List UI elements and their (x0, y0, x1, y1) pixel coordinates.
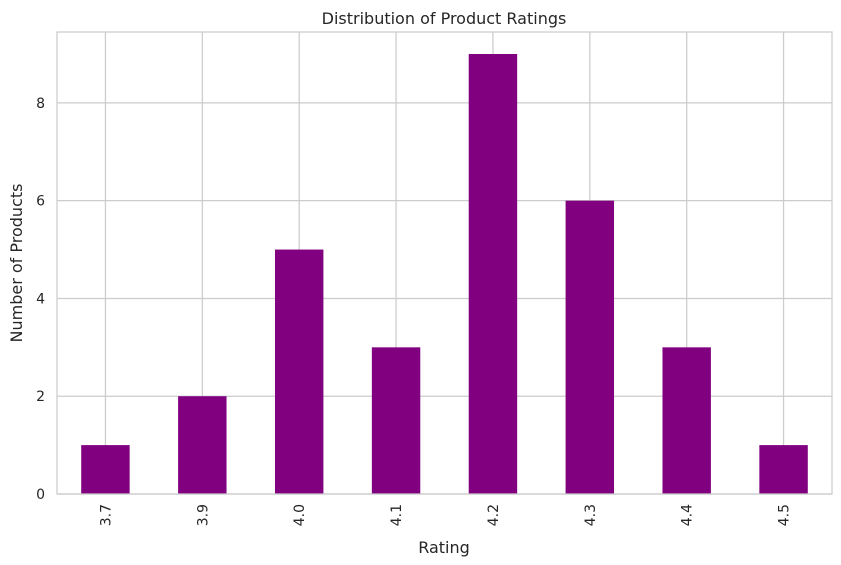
y-tick-label: 2 (36, 389, 45, 405)
y-tick-label: 6 (36, 194, 45, 210)
x-tick-label: 4.3 (583, 504, 599, 526)
x-tick-label: 4.4 (680, 504, 696, 526)
x-tick-label: 4.1 (389, 504, 405, 526)
bar-4.2 (468, 54, 518, 494)
y-axis-ticks: 0 2 4 6 8 (36, 96, 45, 503)
plot-frame (56, 31, 833, 495)
x-axis-ticks: 3.7 3.9 4.0 4.1 4.2 4.3 4.4 4.5 (98, 504, 792, 526)
chart-title: Distribution of Product Ratings (322, 9, 567, 28)
x-axis-label: Rating (418, 538, 470, 557)
bar-4.3 (565, 200, 615, 494)
bar-3.9 (178, 396, 227, 494)
bar-4.1 (371, 347, 421, 494)
x-tick-label: 4.2 (486, 504, 502, 526)
x-tick-label: 4.5 (777, 504, 793, 526)
bar-3.7 (81, 445, 130, 494)
bars (81, 54, 808, 494)
x-tick-label: 4.0 (292, 504, 308, 526)
bar-4.4 (662, 347, 711, 494)
bar-4.0 (274, 249, 324, 494)
y-tick-label: 8 (36, 96, 45, 112)
x-tick-label: 3.7 (98, 504, 114, 526)
y-axis-label: Number of Products (7, 184, 26, 343)
y-tick-label: 0 (36, 487, 45, 503)
bar-4.5 (759, 445, 808, 494)
x-tick-label: 3.9 (195, 504, 211, 526)
y-tick-label: 4 (36, 291, 45, 307)
